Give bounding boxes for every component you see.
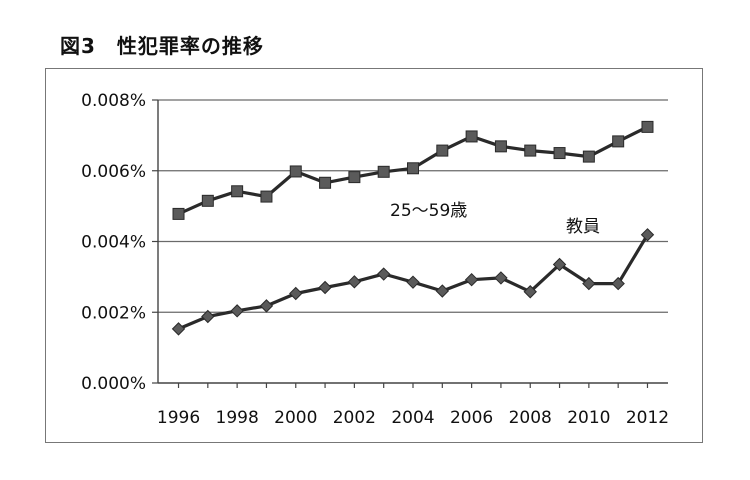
point-0-10 [465,130,478,143]
point-0-8 [407,162,419,175]
series-0 [172,120,654,220]
x-tick-label-4: 2004 [391,408,434,428]
y-tick-label-1: 0.002% [81,303,146,323]
point-1-6 [347,275,362,289]
x-tick-label-1: 1998 [216,408,259,428]
point-1-8 [406,275,420,289]
point-0-5 [319,176,332,189]
point-0-3 [260,190,273,203]
point-0-2 [231,185,244,198]
point-1-0 [171,322,186,336]
y-tick-label-3: 0.006% [81,162,146,182]
x-tick-label-0: 1996 [157,408,200,428]
point-0-14 [582,150,595,163]
line-chart: 0.000% 0.002% 0.004% 0.006% 0.008% 1996 1998 20… [81,91,669,428]
point-0-15 [612,135,625,148]
point-1-16 [640,228,655,242]
point-0-13 [553,147,566,160]
point-0-6 [348,171,361,184]
x-tick-label-8: 2012 [626,408,669,428]
point-0-1 [201,194,214,207]
point-1-3 [259,299,274,313]
y-tick-label-0: 0.000% [81,374,146,394]
point-0-16 [641,120,654,133]
point-1-4 [289,286,303,301]
point-1-7 [376,267,391,281]
point-1-13 [552,257,567,272]
figure-title: 図3 性犯罪率の推移 [60,34,264,58]
x-tick-label-6: 2008 [509,408,552,428]
x-tick-label-5: 2006 [450,408,493,428]
point-0-9 [436,144,449,157]
point-0-0 [172,207,185,220]
y-tick-label-2: 0.004% [81,233,146,253]
point-1-14 [582,276,596,291]
point-1-10 [464,272,479,287]
point-1-15 [611,276,625,291]
chart-frame: 0.000% 0.002% 0.004% 0.006% 0.008% 1996 1998 20… [45,68,703,443]
point-0-7 [377,165,390,178]
point-1-5 [318,280,332,295]
point-1-11 [494,271,508,285]
point-0-11 [494,140,507,153]
point-1-1 [201,309,215,324]
series-1 [171,228,655,336]
series-label-0: 25～59歳 [390,201,467,221]
x-tick-label-7: 2010 [567,408,610,428]
point-1-2 [230,304,244,318]
point-0-4 [289,165,302,178]
point-0-12 [524,144,537,157]
x-tick-label-3: 2002 [333,408,376,428]
x-tick-label-2: 2000 [274,408,317,428]
point-1-12 [523,285,537,299]
y-tick-label-4: 0.008% [81,91,146,111]
point-1-9 [435,284,450,298]
series-label-1: 教員 [566,217,600,237]
